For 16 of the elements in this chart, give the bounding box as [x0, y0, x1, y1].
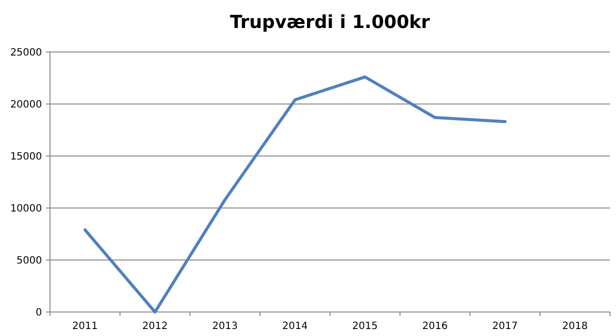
y-tick-label: 10000: [10, 204, 42, 214]
x-tick-label: 2016: [422, 321, 448, 332]
x-tick-label: 2015: [352, 321, 378, 332]
line-series: [84, 75, 506, 314]
y-tick-label: 0: [36, 308, 42, 318]
x-tick-label: 2014: [282, 321, 308, 332]
x-tick-label: 2017: [492, 321, 518, 332]
chart-title: Trupværdi i 1.000kr: [230, 12, 430, 33]
y-tick-label: 25000: [10, 48, 42, 58]
x-tick-label: 2011: [72, 321, 98, 332]
x-tick-label: 2013: [212, 321, 238, 332]
y-tick-label: 20000: [10, 100, 42, 110]
y-tick-label: 15000: [10, 152, 42, 162]
y-tick-label: 5000: [16, 256, 42, 266]
x-tick-label: 2018: [562, 321, 588, 332]
x-tick-label: 2012: [142, 321, 168, 332]
